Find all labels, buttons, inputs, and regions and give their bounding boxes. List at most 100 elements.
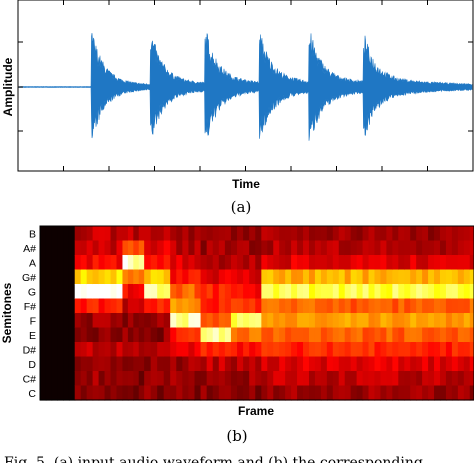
heatmap-cell	[163, 240, 171, 256]
heatmap-cell	[218, 226, 226, 242]
heatmap-cell	[279, 371, 286, 387]
heatmap-cell	[86, 226, 94, 242]
heatmap-cell	[314, 226, 322, 242]
heatmap-cell	[133, 385, 140, 401]
heatmap-cell	[188, 342, 196, 358]
heatmap-cell	[104, 255, 112, 271]
heatmap-cell	[356, 284, 364, 300]
heatmap-cell	[273, 371, 280, 387]
heatmap-cell	[170, 327, 177, 343]
heatmap-cell	[237, 240, 244, 256]
heatmap-cell	[116, 327, 124, 343]
heatmap-cell	[110, 385, 118, 401]
heatmap-cell	[469, 255, 474, 271]
heatmap-cell	[350, 356, 358, 372]
heatmap-cell	[273, 342, 280, 358]
heatmap-cell	[267, 226, 274, 242]
heatmap-cell	[57, 240, 64, 256]
figure-caption: Fig. 5. (a) input audio waveform and (b)…	[4, 455, 423, 463]
heatmap-cell	[314, 385, 322, 401]
heatmap-cell	[291, 385, 298, 401]
heatmap-cell	[279, 269, 286, 285]
heatmap-cell	[218, 269, 226, 285]
heatmap-row-label: E	[29, 330, 36, 342]
heatmap-cell	[326, 327, 334, 343]
heatmap-cell	[51, 371, 58, 387]
heatmap-cell	[122, 313, 129, 329]
heatmap-cell	[297, 371, 304, 387]
heatmap-cell	[127, 385, 134, 401]
heatmap-cell	[86, 255, 94, 271]
heatmap-cell	[163, 371, 171, 387]
heatmap-cell	[249, 371, 256, 387]
heatmap-cell	[68, 371, 76, 387]
heatmap-cell	[122, 240, 129, 256]
heatmap-cell	[98, 327, 106, 343]
heatmap-cell	[374, 226, 382, 242]
heatmap-cell	[439, 269, 447, 285]
heatmap-cell	[374, 255, 382, 271]
heatmap-cell	[104, 342, 112, 358]
heatmap-cell	[133, 356, 140, 372]
heatmap-cell	[404, 255, 411, 271]
heatmap-cell	[45, 240, 53, 256]
heatmap-cell	[51, 356, 58, 372]
heatmap-cell	[163, 298, 171, 314]
heatmap-cell	[350, 298, 358, 314]
heatmap-cell	[285, 255, 292, 271]
heatmap-cell	[98, 342, 106, 358]
heatmap-cell	[279, 385, 286, 401]
heatmap-cell	[127, 342, 134, 358]
heatmap-cell	[297, 356, 304, 372]
heatmap-cell	[133, 313, 140, 329]
heatmap-cell	[150, 342, 158, 358]
heatmap-cell	[445, 298, 453, 314]
heatmap-cell	[422, 226, 429, 242]
heatmap-cell	[434, 240, 441, 256]
heatmap-cell	[368, 327, 376, 343]
heatmap-cell	[122, 284, 129, 300]
heatmap-cell	[57, 255, 64, 271]
heatmap-cell	[57, 269, 64, 285]
heatmap-cell	[92, 371, 100, 387]
heatmap-cell	[249, 342, 256, 358]
heatmap-cell	[386, 327, 393, 343]
heatmap-cell	[218, 298, 226, 314]
heatmap-cell	[416, 356, 423, 372]
heatmap-cell	[303, 327, 310, 343]
heatmap-cell	[230, 356, 238, 372]
heatmap-cell	[176, 226, 183, 242]
heatmap-cell	[194, 356, 202, 372]
heatmap-cell	[451, 284, 459, 300]
heatmap-cell	[218, 356, 226, 372]
heatmap-cell	[291, 313, 298, 329]
heatmap-cell	[86, 298, 94, 314]
heatmap-cell	[451, 313, 459, 329]
heatmap-cell	[116, 385, 124, 401]
heatmap-cell	[285, 284, 292, 300]
heatmap-cell	[163, 385, 171, 401]
heatmap-cell	[218, 255, 226, 271]
heatmap-cell	[273, 356, 280, 372]
heatmap-cell	[182, 226, 190, 242]
heatmap-cell	[45, 255, 53, 271]
heatmap-cell	[463, 298, 471, 314]
heatmap-cell	[170, 313, 177, 329]
waveform-x-axis-label: Time	[232, 177, 260, 191]
heatmap-cell	[63, 313, 70, 329]
heatmap-cell	[273, 255, 280, 271]
heatmap-cell	[445, 313, 453, 329]
heatmap-cell	[188, 356, 196, 372]
heatmap-cell	[80, 269, 88, 285]
heatmap-cell	[176, 284, 183, 300]
heatmap-cell	[243, 284, 250, 300]
heatmap-cell	[445, 226, 453, 242]
heatmap-cell	[439, 226, 447, 242]
heatmap-cell	[350, 385, 358, 401]
heatmap-cell	[157, 284, 165, 300]
heatmap-cell	[150, 385, 158, 401]
heatmap-cell	[267, 371, 274, 387]
heatmap-cell	[297, 284, 304, 300]
heatmap-row-label: D#	[23, 344, 37, 356]
heatmap-cell	[457, 255, 465, 271]
